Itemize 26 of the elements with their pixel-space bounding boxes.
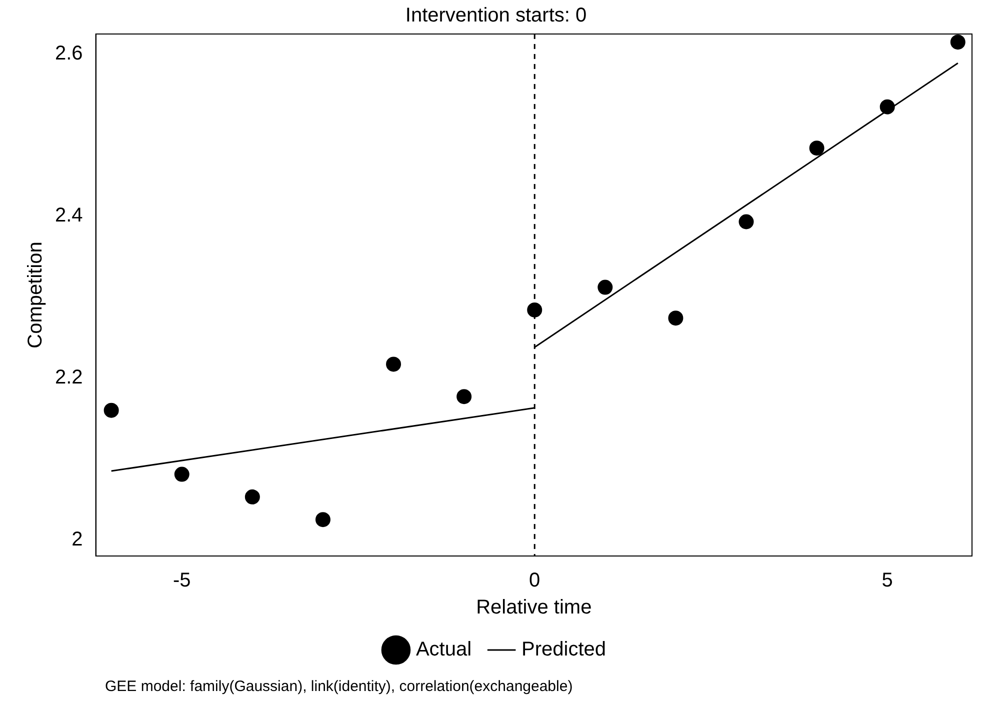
point bbox=[950, 34, 966, 50]
x-axis-title: Relative time bbox=[476, 596, 592, 619]
point bbox=[598, 280, 613, 295]
text: GEE model: family(Gaussian), link(identity), correlation(exchangeable) bbox=[105, 678, 573, 695]
x-tick-label: 5 bbox=[882, 570, 893, 592]
y-axis-title: Competition bbox=[24, 242, 47, 348]
legend-label: Predicted bbox=[522, 638, 606, 661]
x-tick-label: 0 bbox=[529, 570, 540, 592]
point bbox=[315, 512, 330, 528]
y-tick-label: 2.2 bbox=[54, 366, 83, 388]
y-tick-label: 2.4 bbox=[54, 204, 83, 227]
y-tick-label: 2 bbox=[72, 528, 83, 550]
point bbox=[456, 389, 472, 404]
legend-label: Actual bbox=[416, 638, 472, 661]
x-tick-label: -5 bbox=[172, 570, 191, 592]
point bbox=[527, 302, 542, 318]
chart-title: Intervention starts: 0 bbox=[405, 4, 587, 27]
point bbox=[738, 214, 754, 230]
point bbox=[386, 356, 402, 372]
point bbox=[668, 310, 684, 326]
y-tick-label: 2.6 bbox=[54, 42, 83, 65]
point bbox=[809, 140, 824, 156]
point bbox=[244, 489, 260, 504]
point bbox=[880, 99, 895, 114]
point bbox=[174, 466, 190, 482]
point bbox=[104, 402, 119, 418]
